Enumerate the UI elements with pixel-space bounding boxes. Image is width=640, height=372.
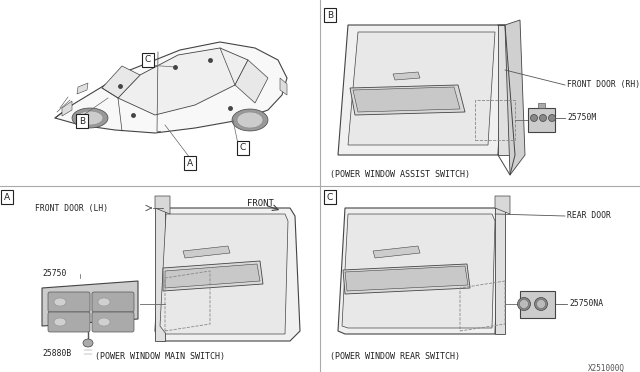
Polygon shape (495, 196, 510, 214)
Polygon shape (118, 48, 248, 115)
Polygon shape (373, 246, 420, 258)
Polygon shape (505, 20, 525, 175)
Text: A: A (187, 158, 193, 167)
Polygon shape (520, 291, 555, 318)
Polygon shape (232, 109, 268, 131)
Polygon shape (342, 214, 495, 328)
Text: REAR DOOR: REAR DOOR (567, 212, 611, 221)
Ellipse shape (54, 298, 66, 306)
Text: 25750NA: 25750NA (569, 299, 603, 308)
Polygon shape (353, 87, 460, 112)
Text: C: C (240, 144, 246, 153)
Polygon shape (345, 266, 468, 291)
Polygon shape (42, 281, 138, 326)
Ellipse shape (518, 298, 531, 311)
Text: 25750: 25750 (42, 269, 67, 279)
Ellipse shape (531, 115, 538, 122)
Polygon shape (495, 208, 505, 334)
Ellipse shape (54, 318, 66, 326)
Text: C: C (145, 55, 151, 64)
Ellipse shape (540, 115, 547, 122)
Text: (POWER WINDOW REAR SWITCH): (POWER WINDOW REAR SWITCH) (330, 352, 460, 360)
Text: 25880B: 25880B (42, 350, 71, 359)
FancyBboxPatch shape (48, 292, 90, 312)
Polygon shape (350, 85, 465, 115)
Polygon shape (343, 264, 470, 294)
Ellipse shape (520, 299, 529, 308)
Polygon shape (155, 208, 300, 341)
Polygon shape (280, 78, 287, 95)
Polygon shape (393, 72, 420, 80)
Polygon shape (498, 25, 515, 155)
Polygon shape (55, 42, 287, 133)
Text: FRONT DOOR (RH): FRONT DOOR (RH) (567, 80, 640, 90)
Polygon shape (155, 208, 165, 341)
Polygon shape (183, 246, 230, 258)
Text: X251000Q: X251000Q (588, 363, 625, 372)
Polygon shape (62, 101, 72, 116)
Polygon shape (338, 25, 505, 155)
Polygon shape (165, 264, 260, 288)
Ellipse shape (83, 339, 93, 347)
Ellipse shape (534, 298, 547, 311)
FancyBboxPatch shape (48, 312, 90, 332)
Polygon shape (102, 66, 140, 98)
FancyBboxPatch shape (92, 312, 134, 332)
Polygon shape (348, 32, 495, 145)
FancyBboxPatch shape (92, 292, 134, 312)
Polygon shape (528, 108, 555, 132)
Polygon shape (77, 111, 103, 125)
Text: A: A (4, 192, 10, 202)
Ellipse shape (98, 318, 110, 326)
Text: (POWER WINDOW MAIN SWITCH): (POWER WINDOW MAIN SWITCH) (95, 352, 225, 360)
Polygon shape (338, 208, 500, 334)
Text: B: B (327, 10, 333, 19)
Polygon shape (160, 214, 288, 334)
Polygon shape (237, 112, 263, 128)
Polygon shape (77, 83, 88, 94)
Text: B: B (79, 116, 85, 125)
Polygon shape (235, 60, 268, 103)
Text: 25750M: 25750M (567, 113, 596, 122)
Polygon shape (163, 261, 263, 291)
Polygon shape (538, 103, 545, 108)
Text: FRONT DOOR (LH): FRONT DOOR (LH) (35, 203, 108, 212)
Ellipse shape (536, 299, 545, 308)
Polygon shape (72, 108, 108, 128)
Text: FRONT: FRONT (247, 199, 274, 208)
Polygon shape (155, 196, 170, 214)
Ellipse shape (548, 115, 556, 122)
Ellipse shape (98, 298, 110, 306)
Text: (POWER WINDOW ASSIST SWITCH): (POWER WINDOW ASSIST SWITCH) (330, 170, 470, 180)
Text: C: C (327, 192, 333, 202)
